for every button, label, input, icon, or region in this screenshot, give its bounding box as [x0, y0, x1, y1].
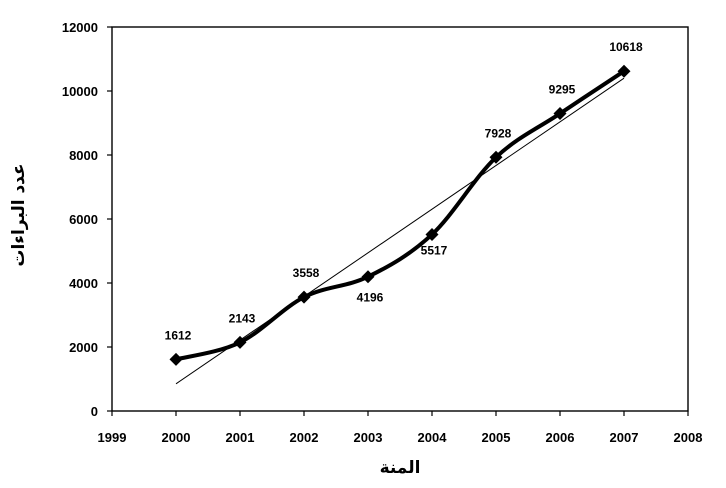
- x-tick-label: 2003: [354, 430, 383, 445]
- y-tick-label: 4000: [69, 276, 98, 291]
- x-axis-title: المنة: [380, 458, 421, 478]
- y-axis-title: عدد البراءات: [9, 163, 29, 266]
- x-tick-label: 2006: [546, 430, 575, 445]
- data-label: 2143: [229, 311, 256, 325]
- data-label: 1612: [165, 328, 192, 342]
- data-point-marker: [297, 290, 311, 304]
- data-point-marker: [489, 150, 503, 164]
- y-tick-label: 8000: [69, 148, 98, 163]
- data-label: 10618: [609, 40, 643, 54]
- y-tick-label: 6000: [69, 212, 98, 227]
- data-label: 7928: [485, 126, 512, 140]
- data-label: 3558: [293, 266, 320, 280]
- x-tick-label: 1999: [98, 430, 127, 445]
- data-label: 9295: [549, 83, 576, 97]
- x-tick-label: 2007: [610, 430, 639, 445]
- series-line: [174, 69, 626, 362]
- data-point-marker: [233, 335, 247, 349]
- data-point-marker: [425, 227, 439, 241]
- data-label: 5517: [421, 243, 448, 257]
- x-tick-label: 2008: [674, 430, 703, 445]
- trendline: [175, 77, 625, 385]
- data-label: 4196: [357, 291, 384, 305]
- y-tick-label: 2000: [69, 340, 98, 355]
- data-point-marker: [617, 64, 631, 78]
- y-tick-label: 0: [91, 404, 98, 419]
- x-tick-label: 2000: [162, 430, 191, 445]
- data-point-marker: [361, 270, 375, 284]
- y-tick-label: 12000: [62, 20, 98, 35]
- x-tick-label: 2001: [226, 430, 255, 445]
- y-tick-label: 10000: [62, 84, 98, 99]
- data-point-marker: [169, 352, 183, 366]
- x-tick-label: 2005: [482, 430, 511, 445]
- data-point-marker: [553, 107, 567, 121]
- x-tick-label: 2002: [290, 430, 319, 445]
- x-tick-label: 2004: [418, 430, 448, 445]
